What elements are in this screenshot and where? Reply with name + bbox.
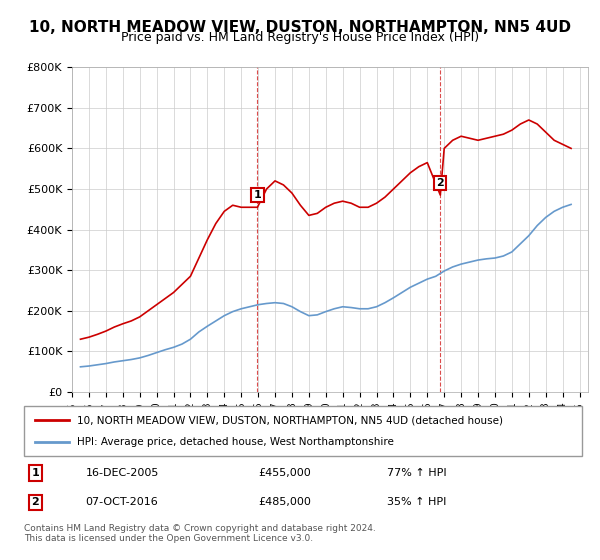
Text: £485,000: £485,000 [259,497,311,507]
Text: 16-DEC-2005: 16-DEC-2005 [85,468,159,478]
Text: 2: 2 [436,178,444,188]
Text: 1: 1 [31,468,39,478]
Text: Price paid vs. HM Land Registry's House Price Index (HPI): Price paid vs. HM Land Registry's House … [121,31,479,44]
Text: 77% ↑ HPI: 77% ↑ HPI [387,468,446,478]
FancyBboxPatch shape [24,406,582,456]
Text: 10, NORTH MEADOW VIEW, DUSTON, NORTHAMPTON, NN5 4UD: 10, NORTH MEADOW VIEW, DUSTON, NORTHAMPT… [29,20,571,35]
Text: £455,000: £455,000 [259,468,311,478]
Text: HPI: Average price, detached house, West Northamptonshire: HPI: Average price, detached house, West… [77,437,394,447]
Text: 07-OCT-2016: 07-OCT-2016 [85,497,158,507]
Text: 35% ↑ HPI: 35% ↑ HPI [387,497,446,507]
Text: 1: 1 [254,190,261,200]
Text: 2: 2 [31,497,39,507]
Text: Contains HM Land Registry data © Crown copyright and database right 2024.
This d: Contains HM Land Registry data © Crown c… [24,524,376,543]
Text: 10, NORTH MEADOW VIEW, DUSTON, NORTHAMPTON, NN5 4UD (detached house): 10, NORTH MEADOW VIEW, DUSTON, NORTHAMPT… [77,415,503,425]
